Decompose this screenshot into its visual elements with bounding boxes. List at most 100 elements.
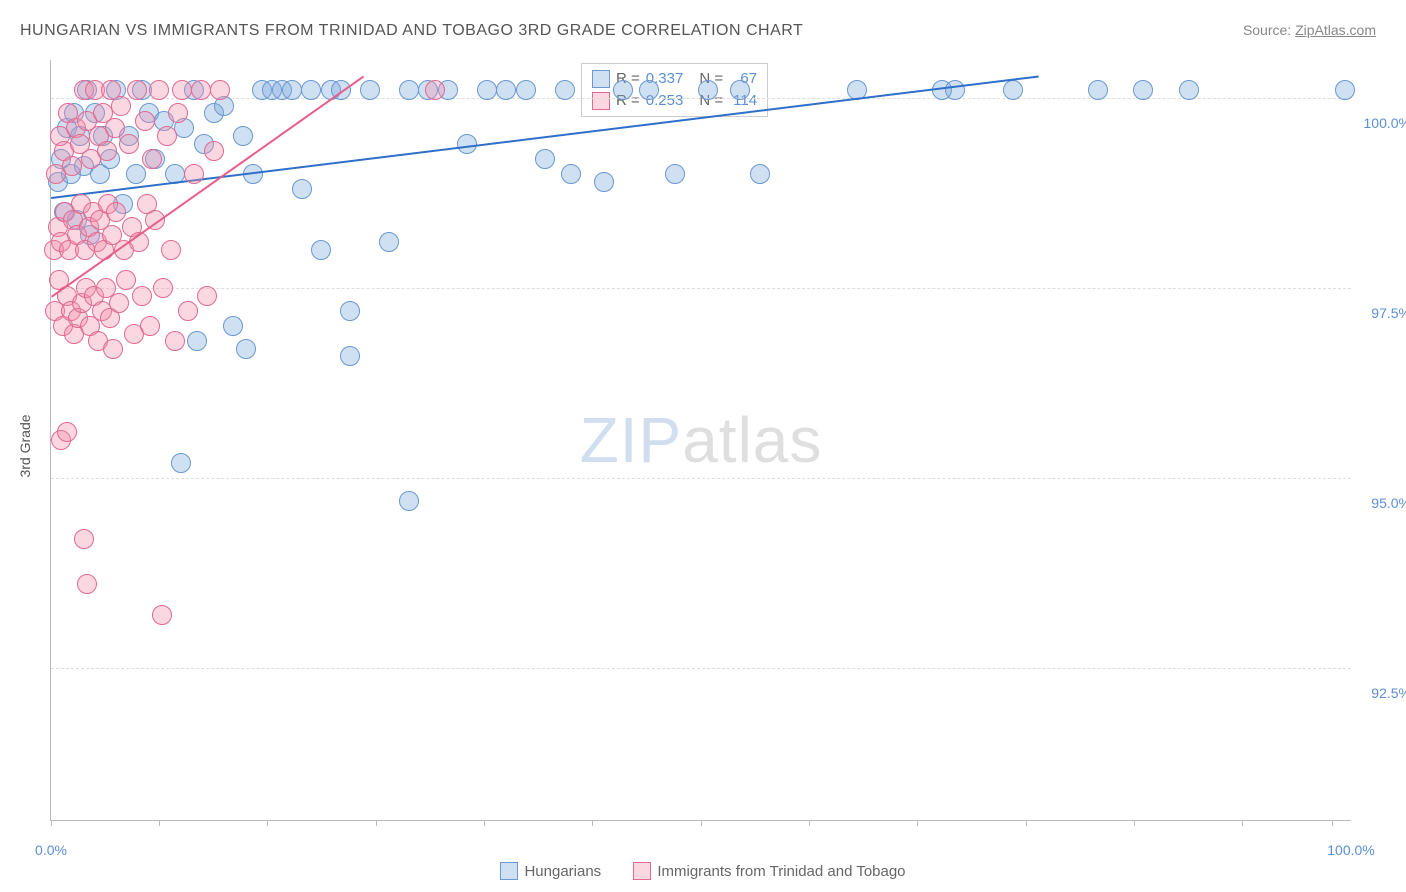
data-point [555,80,575,100]
data-point [477,80,497,100]
legend-label-1: Hungarians [524,863,601,880]
gridline [51,668,1351,669]
data-point [132,286,152,306]
data-point [1088,80,1108,100]
x-tick-mark [701,820,702,826]
data-point [157,126,177,146]
data-point [103,339,123,359]
data-point [97,141,117,161]
scatter-plot-area: ZIPatlas R = 0.337 N = 67 R = 0.253 N = … [50,60,1351,821]
y-tick-label: 95.0% [1356,495,1406,511]
data-point [1335,80,1355,100]
data-point [142,149,162,169]
data-point [140,316,160,336]
watermark: ZIPatlas [580,403,823,477]
data-point [109,293,129,313]
data-point [184,164,204,184]
data-point [639,80,659,100]
x-tick-mark [484,820,485,826]
gridline [51,288,1351,289]
legend-swatch-trinidad [633,862,651,880]
data-point [152,605,172,625]
data-point [360,80,380,100]
data-point [301,80,321,100]
data-point [172,80,192,100]
y-tick-label: 100.0% [1356,115,1406,131]
legend-item-2: Immigrants from Trinidad and Tobago [633,862,905,880]
data-point [223,316,243,336]
x-tick-mark [376,820,377,826]
watermark-atlas: atlas [682,404,822,476]
data-point [106,202,126,222]
x-tick-label: 0.0% [35,842,67,858]
x-tick-label: 100.0% [1327,842,1374,858]
data-point [111,96,131,116]
data-point [613,80,633,100]
data-point [57,422,77,442]
data-point [1133,80,1153,100]
data-point [945,80,965,100]
data-point [77,574,97,594]
data-point [292,179,312,199]
gridline [51,478,1351,479]
data-point [399,491,419,511]
data-point [178,301,198,321]
x-tick-mark [1026,820,1027,826]
legend-swatch-1 [592,70,610,88]
data-point [119,134,139,154]
data-point [1003,80,1023,100]
data-point [62,156,82,176]
data-point [561,164,581,184]
data-point [379,232,399,252]
data-point [153,278,173,298]
y-axis-label: 3rd Grade [17,414,33,477]
data-point [168,103,188,123]
data-point [516,80,536,100]
data-point [535,149,555,169]
x-tick-mark [267,820,268,826]
legend-swatch-hungarians [500,862,518,880]
x-tick-mark [1242,820,1243,826]
data-point [698,80,718,100]
data-point [197,286,217,306]
data-point [594,172,614,192]
data-point [171,453,191,473]
legend-label-2: Immigrants from Trinidad and Tobago [657,863,905,880]
data-point [187,331,207,351]
data-point [665,164,685,184]
data-point [135,111,155,131]
data-point [1179,80,1199,100]
data-point [74,529,94,549]
data-point [236,339,256,359]
source-attribution: Source: ZipAtlas.com [1243,22,1376,38]
data-point [116,270,136,290]
x-tick-mark [1332,820,1333,826]
data-point [204,141,224,161]
data-point [496,80,516,100]
data-point [149,80,169,100]
x-tick-mark [159,820,160,826]
data-point [165,331,185,351]
data-point [425,80,445,100]
data-point [126,164,146,184]
data-point [210,80,230,100]
data-point [340,301,360,321]
source-label: Source: [1243,22,1295,38]
x-tick-mark [917,820,918,826]
data-point [311,240,331,260]
series-legend: Hungarians Immigrants from Trinidad and … [0,862,1406,884]
watermark-zip: ZIP [580,404,683,476]
source-link[interactable]: ZipAtlas.com [1295,22,1376,38]
y-tick-label: 92.5% [1356,685,1406,701]
x-tick-mark [592,820,593,826]
data-point [233,126,253,146]
data-point [161,240,181,260]
data-point [399,80,419,100]
data-point [191,80,211,100]
x-tick-mark [1134,820,1135,826]
x-tick-mark [51,820,52,826]
data-point [340,346,360,366]
x-tick-mark [809,820,810,826]
y-tick-label: 97.5% [1356,305,1406,321]
data-point [730,80,750,100]
